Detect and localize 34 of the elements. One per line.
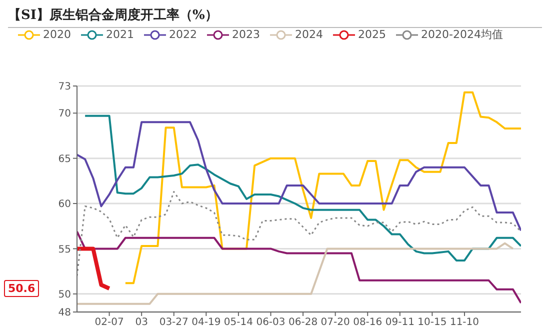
legend-label: 2021 — [106, 28, 134, 42]
legend-label: 2020 — [43, 28, 72, 42]
y-tick-label: 50 — [58, 289, 71, 300]
line-series — [77, 191, 521, 277]
y-tick-label: 73 — [58, 82, 71, 93]
text: 50.6 — [4, 280, 40, 297]
x-tick-label: 07-20 — [320, 317, 350, 328]
x-tick-label: 05-14 — [224, 317, 253, 328]
x-tick-label: 06-28 — [288, 317, 318, 328]
x-tick-label: 03 — [135, 317, 148, 328]
line-series — [77, 242, 514, 305]
line-series — [124, 91, 521, 284]
y-tick-label: 48 — [58, 308, 71, 319]
x-tick-label: 11-10 — [450, 317, 480, 328]
legend-label: 2025 — [358, 28, 386, 42]
y-tick-label: 60 — [58, 199, 71, 210]
x-tick-label: 04-19 — [192, 317, 221, 328]
legend-label: 2024 — [295, 28, 324, 42]
chart-title: 【SI】原生铝合金周度开工率（%） — [8, 6, 218, 24]
x-tick-label: 03-27 — [159, 317, 188, 328]
y-tick-label: 65 — [58, 154, 71, 165]
x-tick-label: 09-11 — [385, 317, 414, 328]
x-tick-label: 06-03 — [256, 317, 286, 328]
y-tick-label: 55 — [58, 244, 71, 256]
legend-label: 2020-2024均值 — [421, 28, 503, 42]
legend-label: 2022 — [169, 28, 198, 42]
line-series — [77, 230, 521, 304]
x-tick-label: 08-16 — [353, 317, 382, 328]
line-series — [84, 114, 521, 262]
y-tick-label: 70 — [58, 108, 71, 120]
line-series — [77, 121, 521, 232]
x-tick-label: 02-07 — [94, 317, 124, 328]
legend-label: 2023 — [232, 28, 260, 42]
x-tick-label: 10-15 — [418, 317, 447, 328]
